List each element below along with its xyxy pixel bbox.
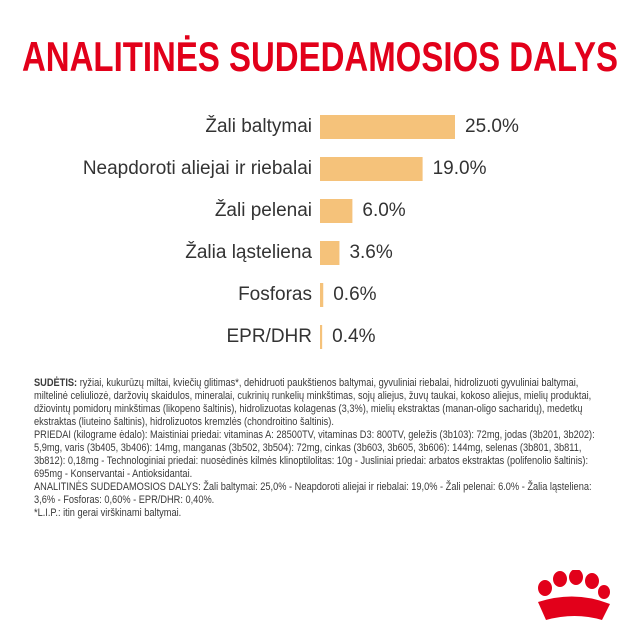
logo <box>538 570 610 620</box>
composition-paragraph: ANALITINĖS SUDEDAMOSIOS DALYS: Žali balt… <box>34 481 605 507</box>
composition: SUDĖTIS: ryžiai, kukurūzų miltai, kvieči… <box>34 377 605 520</box>
chart: ANALITINĖS SUDEDAMOSIOS DALYS Žali balty… <box>22 33 618 349</box>
composition-text: ryžiai, kukurūzų miltai, kviečių glitima… <box>34 377 592 428</box>
composition-text: *L.I.P.: itin gerai virškinami baltymai. <box>34 507 182 519</box>
bar <box>320 325 323 349</box>
category-label: Žali pelenai <box>215 199 312 221</box>
category-label: Neapdoroti aliejai ir riebalai <box>83 158 312 179</box>
value-label: 6.0% <box>362 200 405 221</box>
category-label: Žali baltymai <box>205 115 312 137</box>
composition-paragraph: SUDĖTIS: ryžiai, kukurūzų miltai, kvieči… <box>34 377 605 429</box>
bar <box>320 241 340 265</box>
composition-paragraph: PRIEDAI (kilograme ėdalo): Maistiniai pr… <box>34 429 605 481</box>
value-label: 19.0% <box>433 158 487 179</box>
value-label: 0.4% <box>332 326 375 347</box>
value-label: 3.6% <box>349 242 392 263</box>
chart-title: ANALITINĖS SUDEDAMOSIOS DALYS <box>22 33 618 80</box>
bar <box>320 199 353 223</box>
composition-text: PRIEDAI (kilograme ėdalo): Maistiniai pr… <box>34 429 595 480</box>
composition-text: ANALITINĖS SUDEDAMOSIOS DALYS: Žali balt… <box>34 481 592 506</box>
bar <box>320 157 423 181</box>
composition-heading: SUDĖTIS: <box>34 377 78 389</box>
bar <box>320 115 455 139</box>
value-label: 25.0% <box>465 116 519 137</box>
bar <box>320 283 324 307</box>
category-label: EPR/DHR <box>226 326 312 347</box>
value-label: 0.6% <box>333 284 376 305</box>
category-label: Fosforas <box>238 284 312 305</box>
category-label: Žalia ląsteliena <box>185 241 312 263</box>
composition-paragraph: *L.I.P.: itin gerai virškinami baltymai. <box>34 507 605 520</box>
